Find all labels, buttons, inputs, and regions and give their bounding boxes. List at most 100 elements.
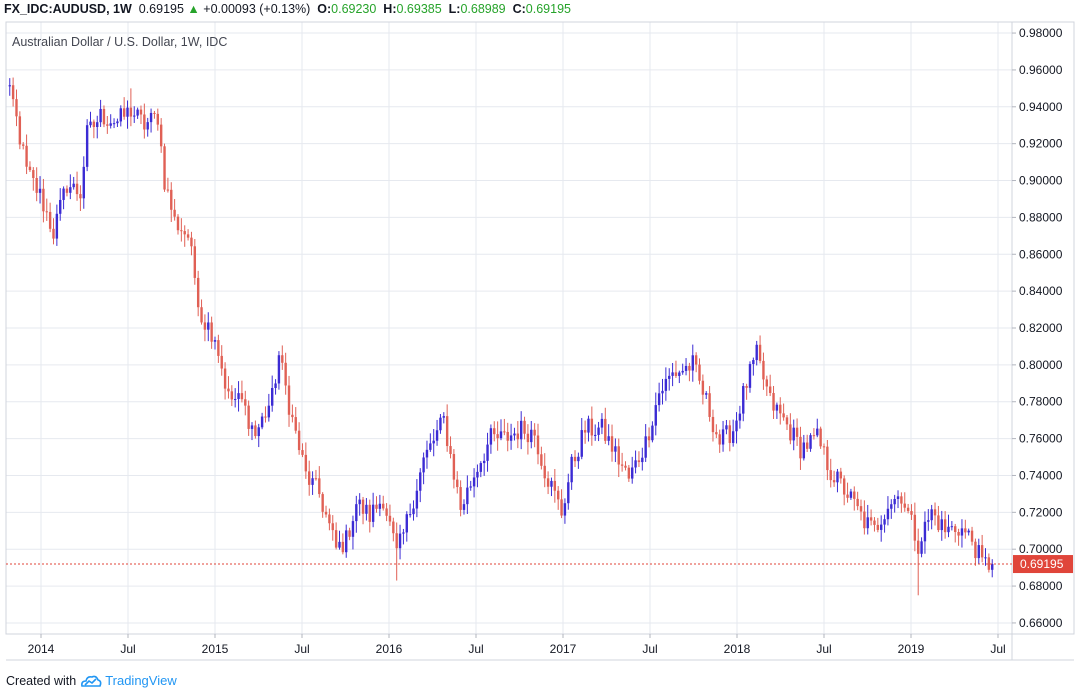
candle-body bbox=[735, 420, 738, 432]
candle-body bbox=[587, 418, 590, 433]
candle-body bbox=[311, 478, 314, 485]
last-price: 0.69195 bbox=[138, 2, 184, 16]
footer: Created with TradingView bbox=[6, 673, 177, 688]
change-up-arrow-icon: ▲ bbox=[187, 2, 200, 16]
x-tick-label: 2015 bbox=[202, 642, 229, 656]
candle-body bbox=[984, 557, 987, 559]
y-tick-label: 0.80000 bbox=[1019, 358, 1063, 372]
candlestick-chart[interactable]: Australian Dollar / U.S. Dollar, 1W, IDC… bbox=[0, 0, 1078, 672]
candle-body bbox=[853, 491, 856, 499]
candle-body bbox=[974, 541, 977, 559]
candle-body bbox=[126, 107, 129, 117]
candle-body bbox=[65, 188, 69, 193]
symbol-name[interactable]: FX_IDC:AUDUSD, 1W bbox=[4, 2, 132, 16]
chart-frame bbox=[5, 21, 1075, 661]
high-label: H: bbox=[383, 2, 397, 16]
y-tick-label: 0.82000 bbox=[1019, 321, 1063, 335]
candle-body bbox=[573, 456, 577, 462]
candle-body bbox=[469, 486, 472, 488]
candle-body bbox=[445, 416, 449, 447]
candle-body bbox=[832, 480, 836, 483]
candle-body bbox=[287, 385, 291, 415]
candle-body bbox=[180, 230, 183, 232]
candle-body bbox=[617, 446, 620, 465]
candle-body bbox=[385, 508, 388, 516]
candle-body bbox=[604, 418, 607, 441]
candle-body bbox=[38, 188, 42, 193]
price-change: +0.00093 (+0.13%) bbox=[203, 2, 311, 16]
candle-body bbox=[654, 405, 657, 426]
candle-body bbox=[308, 471, 311, 485]
candle-body bbox=[429, 443, 432, 450]
candle-body bbox=[345, 530, 348, 553]
candle-body bbox=[186, 234, 190, 238]
candle-body bbox=[240, 393, 244, 400]
candle-body bbox=[839, 471, 843, 479]
candle-body bbox=[923, 521, 927, 542]
candle-body bbox=[220, 355, 223, 369]
candle-body bbox=[190, 237, 193, 247]
candle-body bbox=[122, 108, 126, 117]
candle-body bbox=[842, 478, 846, 495]
candle-body bbox=[196, 277, 200, 308]
candle-body bbox=[223, 368, 227, 389]
open-value: 0.69230 bbox=[331, 2, 377, 16]
candle-body bbox=[863, 511, 866, 529]
candle-body bbox=[15, 99, 18, 117]
candle-body bbox=[314, 478, 318, 480]
x-tick-label: 2014 bbox=[28, 642, 55, 656]
candle-body bbox=[560, 499, 563, 516]
candle-body bbox=[153, 112, 156, 114]
candle-body bbox=[805, 442, 809, 449]
candle-body bbox=[869, 517, 873, 521]
time-axis[interactable]: 2014 Jul 2015 Jul 2016 Jul 2017 Jul 2018 Jul 2019 J… bbox=[28, 634, 1006, 656]
candle-body bbox=[156, 113, 160, 125]
candle-body bbox=[139, 109, 143, 115]
price-axis[interactable]: 0.98000 0.96000 0.94000 0.92000 0.90000 0.880… bbox=[1012, 26, 1063, 630]
candle-body bbox=[96, 122, 99, 128]
y-tick-label: 0.78000 bbox=[1019, 395, 1063, 409]
y-tick-label: 0.72000 bbox=[1019, 505, 1063, 519]
candle-body bbox=[247, 405, 250, 429]
candle-body bbox=[227, 388, 230, 392]
tradingview-brand: TradingView bbox=[105, 673, 177, 688]
candle-body bbox=[62, 188, 65, 200]
candle-body bbox=[752, 360, 755, 365]
candle-body bbox=[250, 425, 254, 429]
candle-body bbox=[826, 446, 829, 471]
candle-body bbox=[109, 123, 112, 126]
candle-body bbox=[486, 444, 489, 461]
y-tick-label: 0.90000 bbox=[1019, 174, 1063, 188]
candle-body bbox=[580, 430, 583, 457]
candle-body bbox=[466, 487, 469, 505]
x-tick-label: Jul bbox=[642, 642, 657, 656]
candle-body bbox=[947, 526, 950, 533]
candle-body bbox=[516, 433, 520, 440]
candle-body bbox=[886, 508, 890, 520]
candle-body bbox=[173, 209, 176, 217]
candle-body bbox=[607, 436, 610, 441]
candle-body bbox=[772, 392, 775, 411]
candle-body bbox=[896, 496, 900, 499]
candle-body bbox=[644, 436, 647, 458]
x-tick-label: 2018 bbox=[724, 642, 751, 656]
candle-body bbox=[22, 144, 25, 146]
candle-body bbox=[341, 541, 345, 553]
candle-body bbox=[583, 430, 587, 433]
candle-body bbox=[244, 399, 247, 406]
candle-body bbox=[509, 435, 513, 441]
candle-body bbox=[738, 413, 742, 421]
candle-body bbox=[684, 365, 688, 371]
tradingview-logo[interactable]: TradingView bbox=[80, 673, 177, 688]
candle-body bbox=[775, 404, 779, 411]
x-tick-label: Jul bbox=[816, 642, 831, 656]
candle-body bbox=[277, 355, 281, 384]
candle-body bbox=[681, 370, 684, 373]
candle-body bbox=[600, 418, 604, 428]
low-value: 0.68989 bbox=[460, 2, 506, 16]
candle-body bbox=[304, 454, 308, 472]
candle-body bbox=[624, 465, 627, 468]
candle-body bbox=[170, 189, 173, 210]
candle-body bbox=[294, 417, 297, 431]
candle-body bbox=[698, 364, 701, 381]
